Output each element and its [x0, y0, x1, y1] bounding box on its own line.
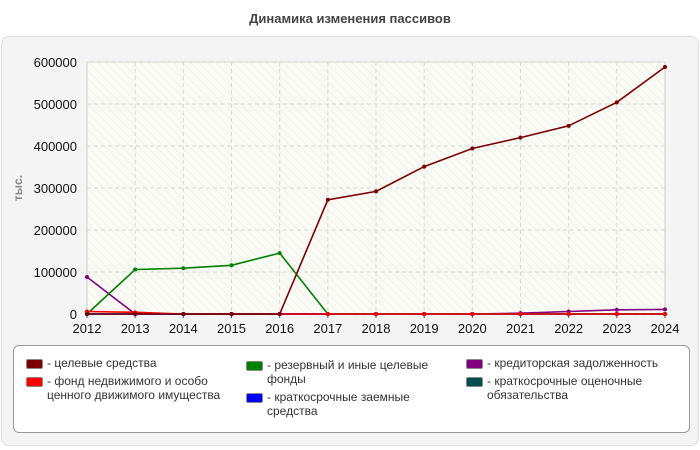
axes: 0 100000 200000 300000 400000 500000 600000 201… — [34, 55, 680, 336]
x-tick-label: 2018 — [362, 321, 391, 336]
data-point — [277, 312, 282, 316]
data-point — [518, 135, 523, 140]
x-tick-label: 2015 — [217, 321, 246, 336]
data-point — [229, 263, 234, 268]
data-point — [133, 267, 138, 272]
legend-swatch — [246, 361, 263, 371]
x-tick-label: 2012 — [73, 321, 102, 336]
x-tick-label: 2020 — [458, 321, 487, 336]
data-point — [470, 312, 475, 316]
y-tick-label: 500000 — [34, 97, 77, 112]
legend-swatch — [466, 359, 483, 369]
data-point — [181, 266, 186, 271]
data-point — [566, 312, 571, 316]
legend-label: - резервный и иные целевые фонды — [267, 358, 429, 386]
data-point — [422, 164, 427, 169]
data-point — [133, 312, 138, 316]
data-point — [518, 312, 523, 316]
x-tick-label: 2017 — [313, 321, 342, 336]
data-point — [325, 197, 330, 202]
y-tick-label: 600000 — [34, 55, 77, 70]
x-tick-label: 2013 — [121, 321, 150, 336]
y-tick-label: 300000 — [34, 181, 77, 196]
grid-lines — [87, 61, 665, 314]
x-tick-label: 2019 — [410, 321, 439, 336]
x-tick-label: 2021 — [506, 321, 535, 336]
legend-swatch — [26, 359, 43, 369]
legend-label: - краткосрочные оценочные обязательства — [487, 374, 643, 402]
y-tick-label: 100000 — [34, 265, 77, 280]
data-point — [374, 312, 378, 316]
series-group — [85, 65, 667, 316]
data-point — [566, 123, 571, 128]
y-tick-label: 400000 — [34, 139, 77, 154]
data-point — [422, 312, 427, 316]
legend-item-fond-nedvizhimogo[interactable]: - фонд недвижимого и особо ценного движи… — [26, 374, 226, 402]
data-point — [277, 251, 282, 256]
legend-label: - кредиторская задолженность — [487, 356, 659, 370]
legend-swatch — [26, 377, 43, 387]
data-point — [229, 312, 234, 316]
data-point — [85, 275, 89, 280]
x-tick-label: 2024 — [651, 321, 680, 336]
legend-label: - фонд недвижимого и особо ценного движи… — [47, 374, 221, 402]
legend-item-celevye-sredstva[interactable]: - целевые средства — [26, 356, 157, 370]
data-point — [663, 307, 667, 312]
y-tick-label: 200000 — [34, 223, 77, 238]
data-point — [470, 146, 475, 151]
data-point — [614, 312, 619, 316]
x-tick-label: 2023 — [602, 321, 631, 336]
y-tick-label: 0 — [70, 307, 77, 322]
data-point — [663, 65, 667, 70]
data-point — [325, 312, 330, 316]
data-point — [85, 312, 89, 316]
data-point — [181, 312, 186, 316]
legend-label: - краткосрочные заемные средства — [267, 390, 410, 418]
legend-item-ocenochnye[interactable]: - краткосрочные оценочные обязательства — [466, 374, 688, 402]
y-axis-label: тыс. — [11, 175, 25, 201]
x-tick-label: 2022 — [554, 321, 583, 336]
data-point — [374, 189, 378, 194]
legend-label: - целевые средства — [47, 356, 157, 370]
legend-item-kreditorskaya[interactable]: - кредиторская задолженность — [466, 356, 688, 370]
legend-item-kratkosrochnye-zaemnye[interactable]: - краткосрочные заемные средства — [246, 390, 456, 418]
data-point — [663, 312, 667, 316]
x-tick-label: 2014 — [169, 321, 198, 336]
data-point — [614, 307, 619, 312]
legend-swatch — [466, 377, 483, 387]
data-point — [614, 100, 619, 105]
chart-title: Динамика изменения пассивов — [249, 11, 451, 26]
legend: - целевые средства - фонд недвижимого и … — [13, 345, 690, 433]
legend-item-rezervnyi-fondy[interactable]: - резервный и иные целевые фонды — [246, 358, 456, 386]
x-tick-label: 2016 — [265, 321, 294, 336]
legend-swatch — [246, 393, 263, 403]
